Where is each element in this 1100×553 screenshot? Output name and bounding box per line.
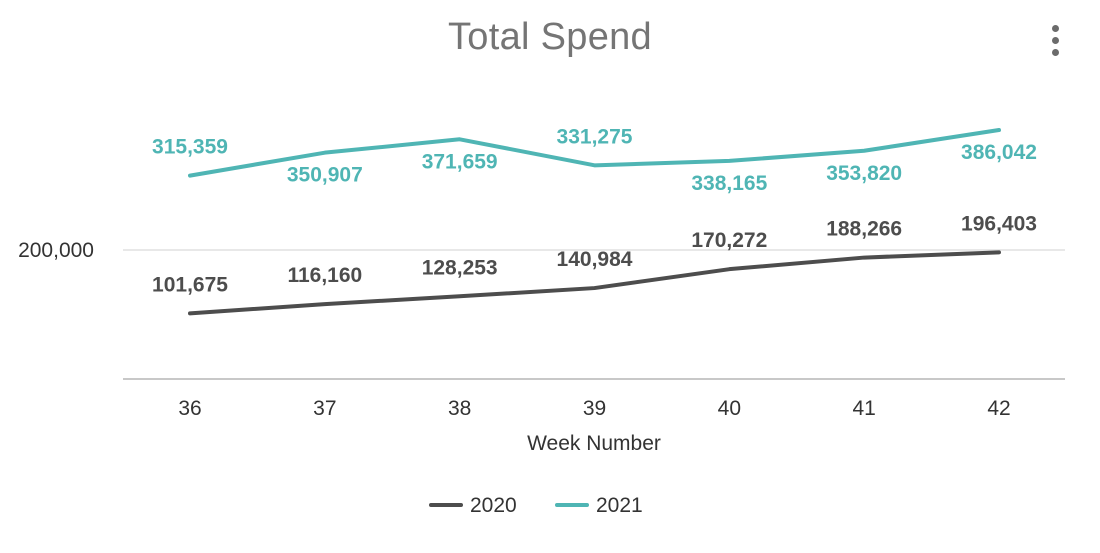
data-label-2020: 188,266 <box>826 218 902 241</box>
data-label-2021: 315,359 <box>152 136 228 159</box>
x-tick-label: 39 <box>583 397 606 420</box>
data-labels-layer: 101,675 116,160 128,253 140,984 170,272 188,2… <box>152 125 1037 296</box>
data-label-2020: 101,675 <box>152 273 228 296</box>
data-label-2021: 386,042 <box>961 141 1037 164</box>
legend-item-2020[interactable]: 2020 <box>429 494 517 517</box>
data-label-2021: 350,907 <box>287 164 363 187</box>
data-label-2020: 170,272 <box>691 229 767 252</box>
x-tick-label: 42 <box>987 397 1010 420</box>
menu-dot <box>1052 37 1059 44</box>
menu-dot <box>1052 25 1059 32</box>
x-axis: 36 37 38 39 40 41 42 Week Number <box>178 397 1010 455</box>
lines-layer <box>188 128 1001 316</box>
data-label-2021: 371,659 <box>422 150 498 173</box>
x-tick-label: 41 <box>852 397 875 420</box>
menu-dot <box>1052 49 1059 56</box>
legend-label: 2020 <box>470 494 517 517</box>
x-tick-label: 36 <box>178 397 201 420</box>
data-label-2021: 353,820 <box>826 162 902 185</box>
chart-title: Total Spend <box>447 16 652 58</box>
x-tick-label: 37 <box>313 397 336 420</box>
data-label-2020: 140,984 <box>557 248 633 271</box>
legend-item-2021[interactable]: 2021 <box>555 494 643 517</box>
x-tick-label: 40 <box>718 397 741 420</box>
grid-layer: 200,000 <box>18 239 1065 380</box>
y-tick-label: 200,000 <box>18 239 94 262</box>
data-label-2021: 338,165 <box>691 172 767 195</box>
x-axis-title: Week Number <box>527 432 661 455</box>
data-label-2020: 196,403 <box>961 212 1037 235</box>
data-label-2020: 116,160 <box>287 264 362 287</box>
data-label-2020: 128,253 <box>422 256 498 279</box>
more-vert-icon[interactable] <box>1040 20 1072 60</box>
legend: 2020 2021 <box>429 494 643 517</box>
legend-label: 2021 <box>596 494 643 517</box>
data-label-2021: 331,275 <box>557 125 633 148</box>
x-tick-label: 38 <box>448 397 471 420</box>
